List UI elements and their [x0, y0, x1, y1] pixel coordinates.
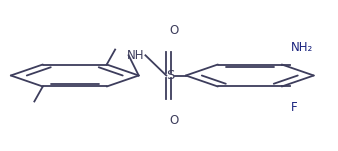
Text: O: O: [169, 114, 179, 127]
Text: F: F: [291, 101, 297, 114]
Text: NH: NH: [127, 49, 144, 62]
Text: NH₂: NH₂: [291, 41, 313, 54]
Text: S: S: [167, 69, 175, 82]
Text: O: O: [169, 24, 179, 37]
